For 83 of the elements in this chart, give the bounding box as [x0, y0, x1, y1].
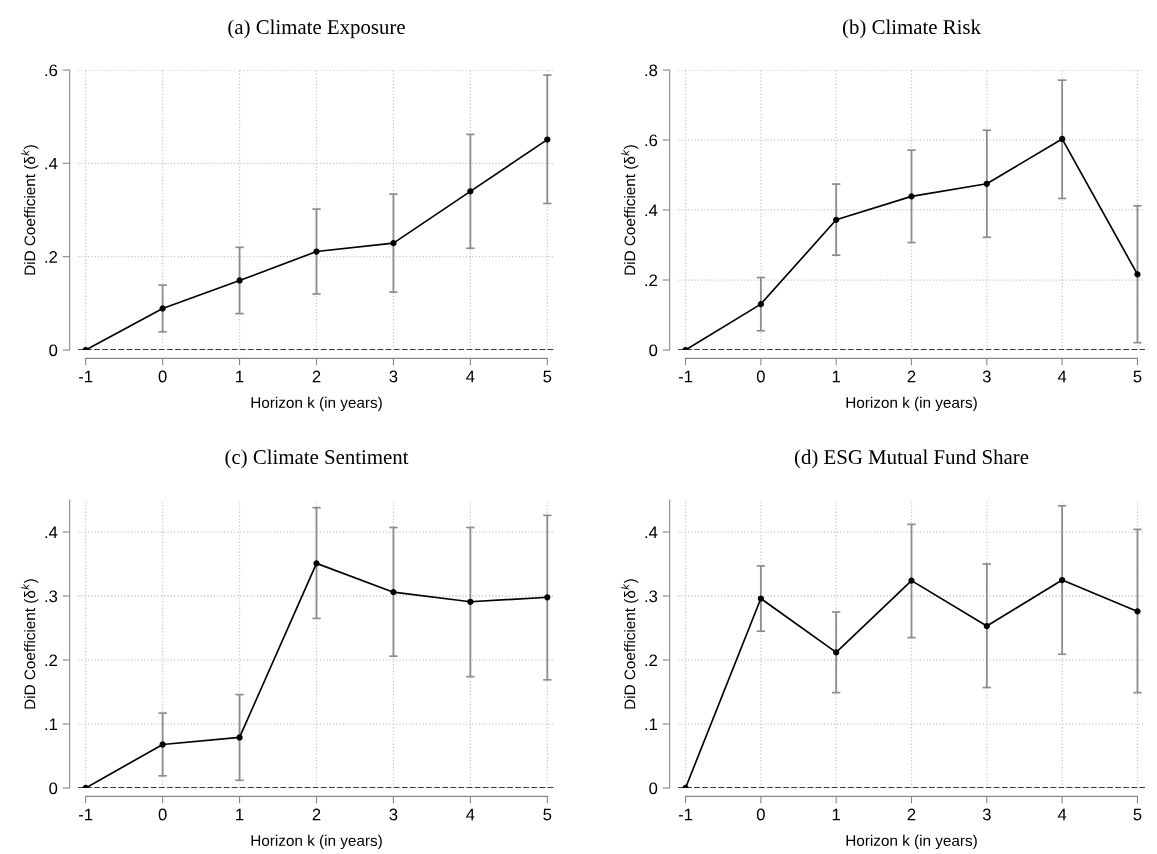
chart-title: (b) Climate Risk [842, 19, 981, 39]
x-tick-label: -1 [79, 808, 93, 821]
point [390, 589, 397, 596]
y-tick-label: .6 [45, 64, 58, 77]
x-tick-label: -1 [79, 370, 93, 383]
point [908, 193, 915, 200]
x-tick-label: 1 [236, 808, 244, 821]
point [236, 734, 243, 741]
point [757, 595, 764, 602]
y-tick-label: .2 [645, 654, 658, 667]
point [544, 136, 551, 143]
y-tick-label: .8 [645, 64, 658, 77]
x-tick-label: 3 [982, 370, 991, 383]
y-tick-label: 0 [49, 344, 58, 357]
point [983, 622, 990, 630]
x-tick-label: 5 [543, 808, 552, 821]
x-axis-title: Horizon k (in years) [251, 834, 382, 850]
y-tick-label: .4 [645, 204, 658, 217]
point [159, 741, 166, 748]
y-tick-label: .6 [645, 134, 658, 147]
x-tick-label: 1 [832, 808, 840, 821]
chart-title: (a) Climate Exposure [228, 19, 405, 39]
y-tick-label: 0 [649, 782, 658, 795]
y-tick-label: .1 [645, 718, 658, 731]
y-tick-label: .4 [645, 526, 658, 539]
x-tick-label: 0 [158, 808, 167, 821]
point [1059, 135, 1066, 143]
x-tick-label: 4 [466, 370, 475, 383]
x-axis-title: Horizon k (in years) [846, 834, 977, 850]
point [833, 216, 840, 223]
chart-title: (d) ESG Mutual Fund Share [794, 449, 1029, 469]
point [313, 560, 320, 567]
point [467, 598, 474, 605]
x-axis-title: Horizon k (in years) [251, 396, 382, 412]
y-tick-label: .4 [45, 157, 58, 170]
x-tick-label: 3 [982, 808, 991, 821]
x-tick-label: 1 [832, 370, 840, 383]
x-tick-label: 2 [312, 808, 321, 821]
y-axis-title: DiD Coefficient (δ$^{k}$) [621, 579, 639, 709]
x-tick-label: 4 [1057, 370, 1067, 383]
point [467, 188, 474, 195]
x-tick-label: 2 [907, 808, 916, 821]
point [544, 594, 551, 601]
x-tick-label: 4 [466, 808, 475, 821]
x-tick-label: 3 [389, 370, 398, 383]
x-tick-label: 5 [543, 370, 552, 383]
x-tick-label: 0 [158, 370, 167, 383]
y-tick-label: 0 [49, 782, 58, 795]
point [908, 577, 915, 584]
point [1134, 608, 1141, 615]
x-tick-label: 1 [236, 370, 244, 383]
x-tick-label: 4 [1057, 808, 1067, 821]
point [1059, 576, 1066, 584]
x-tick-label: 2 [312, 370, 321, 383]
x-tick-label: 0 [756, 808, 765, 821]
chart-title: (c) Climate Sentiment [225, 449, 409, 469]
point [313, 248, 320, 255]
y-tick-label: .3 [45, 590, 58, 603]
x-tick-label: -1 [678, 808, 693, 821]
point [1134, 271, 1141, 278]
x-tick-label: 0 [756, 370, 765, 383]
point [983, 180, 990, 187]
y-tick-label: .2 [45, 654, 58, 667]
y-axis-title: DiD Coefficient (δ$^{k}$) [21, 145, 39, 275]
y-tick-label: .1 [45, 718, 58, 731]
x-tick-label: 5 [1133, 808, 1142, 821]
point [390, 240, 397, 247]
y-tick-label: 0 [649, 344, 658, 357]
point [757, 301, 764, 308]
x-tick-label: 3 [389, 808, 398, 821]
y-tick-label: .2 [645, 274, 658, 287]
point [159, 305, 166, 312]
x-tick-label: 5 [1133, 370, 1142, 383]
y-tick-label: .4 [45, 526, 58, 539]
point [236, 277, 243, 284]
y-tick-label: .3 [645, 590, 658, 603]
point [833, 649, 840, 656]
x-axis-title: Horizon k (in years) [846, 396, 977, 412]
x-tick-label: -1 [678, 370, 693, 383]
y-axis-title: DiD Coefficient (δ$^{k}$) [621, 145, 639, 275]
x-tick-label: 2 [907, 370, 916, 383]
y-axis-title: DiD Coefficient (δ$^{k}$) [21, 579, 39, 709]
y-tick-label: .2 [45, 251, 58, 263]
